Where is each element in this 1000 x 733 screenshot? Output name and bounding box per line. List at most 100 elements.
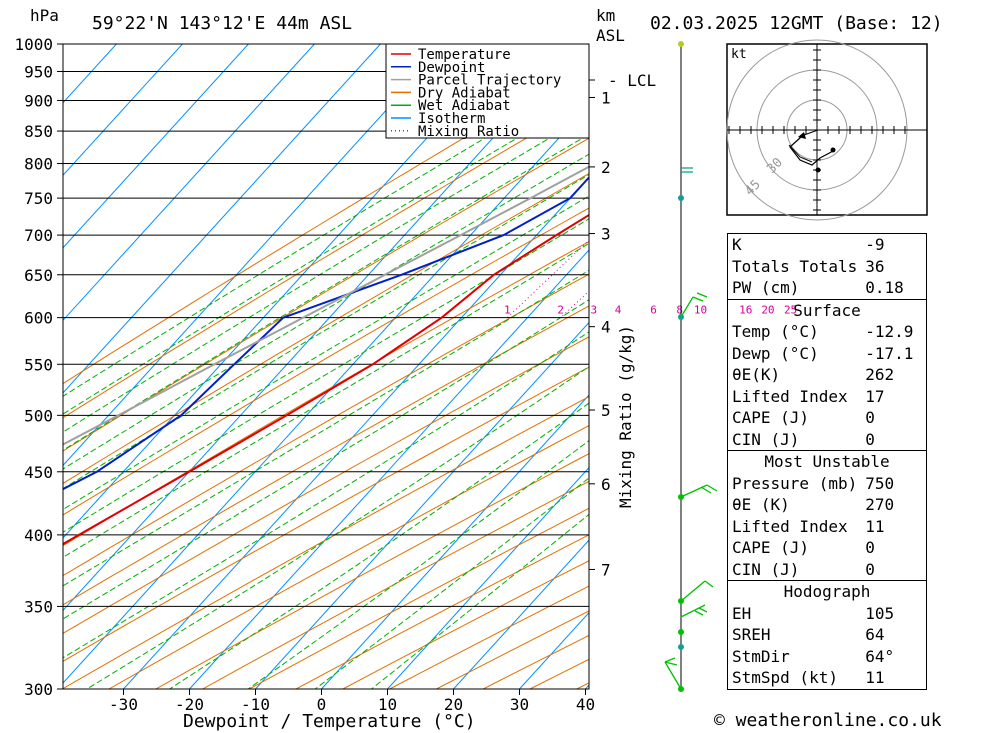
km-tick-label: 3 (601, 225, 611, 244)
storm-motion-marker (798, 132, 806, 139)
temperature-tick-label: -30 (109, 695, 138, 714)
isotherm-line (63, 44, 315, 322)
hodograph-section-header: Hodograph (727, 580, 927, 603)
pressure-tick-label: 300 (24, 680, 53, 699)
isotherm-line (321, 394, 589, 689)
index-label: StmSpd (kt) (732, 668, 838, 687)
pressure-tick-label: 500 (24, 406, 53, 425)
hodograph-trace (788, 144, 813, 163)
temperature-tick-label: -20 (175, 695, 204, 714)
index-value: 0 (865, 559, 875, 579)
wet-adiabat-line (63, 153, 589, 470)
isotherm-line (255, 321, 589, 689)
index-value: 11 (865, 516, 885, 536)
temperature-tick-label: 30 (510, 695, 529, 714)
hodograph-index-row: StmSpd (kt) 11 (728, 667, 927, 689)
location-title: 59°22'N 143°12'E 44m ASL (92, 13, 352, 34)
surface-index-row: θE(K) 262 (728, 364, 927, 386)
plot-frame (62, 43, 590, 690)
general-index-row: PW (cm) 0.18 (728, 277, 927, 299)
wind-barb (696, 292, 708, 298)
km-tick-label: 2 (601, 158, 611, 177)
km-tick-label: 1 (601, 88, 611, 107)
mixing-ratio-label: 8 (676, 304, 683, 317)
hodograph-index-row: SREH 64 (728, 624, 927, 646)
pressure-tick-label: 400 (24, 526, 53, 545)
mixing-ratio-label: 3 (590, 304, 597, 317)
surface-index-row: CIN (J) 0 (728, 429, 927, 451)
wind-barb (664, 661, 682, 690)
hodograph-index-row: StmDir 64° (728, 646, 927, 668)
mixing-ratio-label: 2 (557, 304, 564, 317)
index-label: θE (K) (732, 495, 790, 514)
hodograph-point (830, 147, 836, 153)
isotherm-line (63, 44, 447, 467)
series-temperature (63, 213, 589, 546)
km-label: km (596, 6, 615, 25)
isotherm-line (63, 44, 579, 612)
km-tick-label: 6 (601, 475, 611, 494)
wet-adiabat-line (169, 402, 589, 689)
x-axis-title: Dewpoint / Temperature (°C) (183, 711, 476, 732)
isotherm-line (453, 539, 589, 689)
index-value: 750 (865, 473, 895, 493)
temperature-tick-label: 40 (576, 695, 595, 714)
index-value: 36 (865, 256, 885, 276)
wind-barb (704, 580, 714, 588)
most-unstable-index-row: Pressure (mb) 750 (728, 473, 927, 495)
surface-index-row: CAPE (J) 0 (728, 407, 927, 429)
index-label: Temp (°C) (732, 322, 819, 341)
index-label: CIN (J) (732, 559, 800, 579)
general-index-row: K -9 (728, 234, 927, 256)
most-unstable-index-row: CIN (J) 0 (728, 559, 927, 581)
legend-label: Dry Adiabat (418, 85, 511, 101)
index-value: 0 (865, 538, 875, 557)
surface-index-row: Temp (°C) -12.9 (728, 321, 927, 343)
dry-adiabat-line (63, 305, 589, 606)
index-label: PW (cm) (732, 278, 800, 297)
dry-adiabat-line (63, 173, 589, 484)
wind-level-dot (678, 195, 684, 201)
section-title: Surface (727, 298, 927, 321)
dry-adiabat-line (155, 453, 589, 689)
wind-barb (694, 610, 704, 616)
wind-level-dot (678, 41, 684, 47)
wind-barb (706, 484, 718, 492)
general-index-row: Totals Totals 36 (728, 256, 927, 278)
copyright-footer: © weatheronline.co.uk (714, 710, 942, 731)
index-value: 17 (865, 386, 885, 406)
isotherm-line (63, 44, 249, 249)
pressure-tick-label: 700 (24, 226, 53, 245)
hodograph-point (815, 167, 821, 173)
legend-label: Mixing Ratio (418, 124, 519, 140)
mixing-ratio-label: 10 (694, 304, 707, 317)
km-tick-label: 5 (601, 401, 611, 420)
wind-barb (698, 607, 708, 613)
isotherm-line (63, 104, 589, 684)
km-tick-label: 7 (601, 560, 611, 579)
wet-adiabat-line (63, 195, 589, 511)
legend-label: Parcel Trajectory (418, 73, 561, 89)
dry-adiabat-line (249, 507, 589, 689)
isotherm-line (387, 466, 589, 689)
index-value: 0.18 (865, 278, 904, 297)
temperature-tick-label: 0 (317, 695, 327, 714)
temperature-tick-label: -10 (241, 695, 270, 714)
pressure-tick-label: 600 (24, 309, 53, 328)
section-title: Most Unstable (727, 450, 927, 473)
legend-label: Wet Adiabat (418, 98, 511, 114)
wind-barb (664, 657, 676, 663)
hodograph-trace (803, 129, 819, 136)
index-label: StmDir (732, 646, 790, 666)
temperature-tick-label: 20 (444, 695, 463, 714)
pressure-tick-label: 350 (24, 597, 53, 616)
index-label: Dewp (°C) (732, 343, 819, 363)
wind-barb (680, 604, 706, 618)
pressure-tick-label: 750 (24, 189, 53, 208)
index-value: -12.9 (865, 322, 914, 341)
dry-adiabat-line (202, 480, 589, 689)
index-label: CAPE (J) (732, 408, 810, 427)
wind-level-dot (678, 629, 684, 635)
